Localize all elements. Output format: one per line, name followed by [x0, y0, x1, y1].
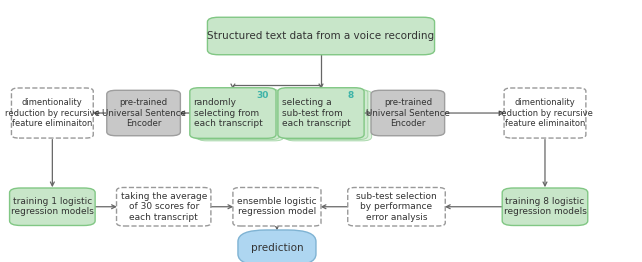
Text: prediction: prediction — [250, 243, 303, 253]
FancyBboxPatch shape — [282, 89, 368, 140]
Text: training 8 logistic
regression models: training 8 logistic regression models — [503, 197, 586, 216]
FancyBboxPatch shape — [233, 188, 321, 226]
Text: taking the average
of 30 scores for
each transcript: taking the average of 30 scores for each… — [121, 192, 207, 222]
FancyBboxPatch shape — [194, 89, 280, 140]
Text: sub-test selection
by performance
error analysis: sub-test selection by performance error … — [356, 192, 437, 222]
FancyBboxPatch shape — [278, 88, 364, 138]
FancyBboxPatch shape — [238, 230, 316, 262]
Text: pre-trained
Universal Sentence
Encoder: pre-trained Universal Sentence Encoder — [366, 98, 450, 128]
FancyBboxPatch shape — [190, 88, 276, 138]
Text: Structured text data from a voice recording: Structured text data from a voice record… — [207, 31, 435, 41]
Text: training 1 logistic
regression models: training 1 logistic regression models — [11, 197, 94, 216]
FancyBboxPatch shape — [371, 90, 445, 136]
FancyBboxPatch shape — [504, 88, 586, 138]
Text: randomly
selecting from
each transcript: randomly selecting from each transcript — [193, 98, 263, 128]
FancyBboxPatch shape — [502, 188, 588, 226]
Text: ensemble logistic
regression model: ensemble logistic regression model — [237, 197, 317, 216]
Text: 8: 8 — [347, 91, 353, 100]
Text: selecting a
sub-test from
each transcript: selecting a sub-test from each transcrip… — [282, 98, 351, 128]
Text: 30: 30 — [256, 91, 268, 100]
Text: pre-trained
Universal Sentence
Encoder: pre-trained Universal Sentence Encoder — [101, 98, 186, 128]
FancyBboxPatch shape — [10, 188, 95, 226]
Text: dimentionality
reduction by recursive
feature eliminaiton: dimentionality reduction by recursive fe… — [498, 98, 593, 128]
FancyBboxPatch shape — [117, 188, 211, 226]
Text: dimentionality
reduction by recursive
feature eliminaiton: dimentionality reduction by recursive fe… — [5, 98, 100, 128]
FancyBboxPatch shape — [286, 90, 372, 141]
FancyBboxPatch shape — [348, 188, 446, 226]
FancyBboxPatch shape — [107, 90, 180, 136]
FancyBboxPatch shape — [207, 17, 435, 55]
FancyBboxPatch shape — [12, 88, 93, 138]
FancyBboxPatch shape — [197, 90, 284, 141]
